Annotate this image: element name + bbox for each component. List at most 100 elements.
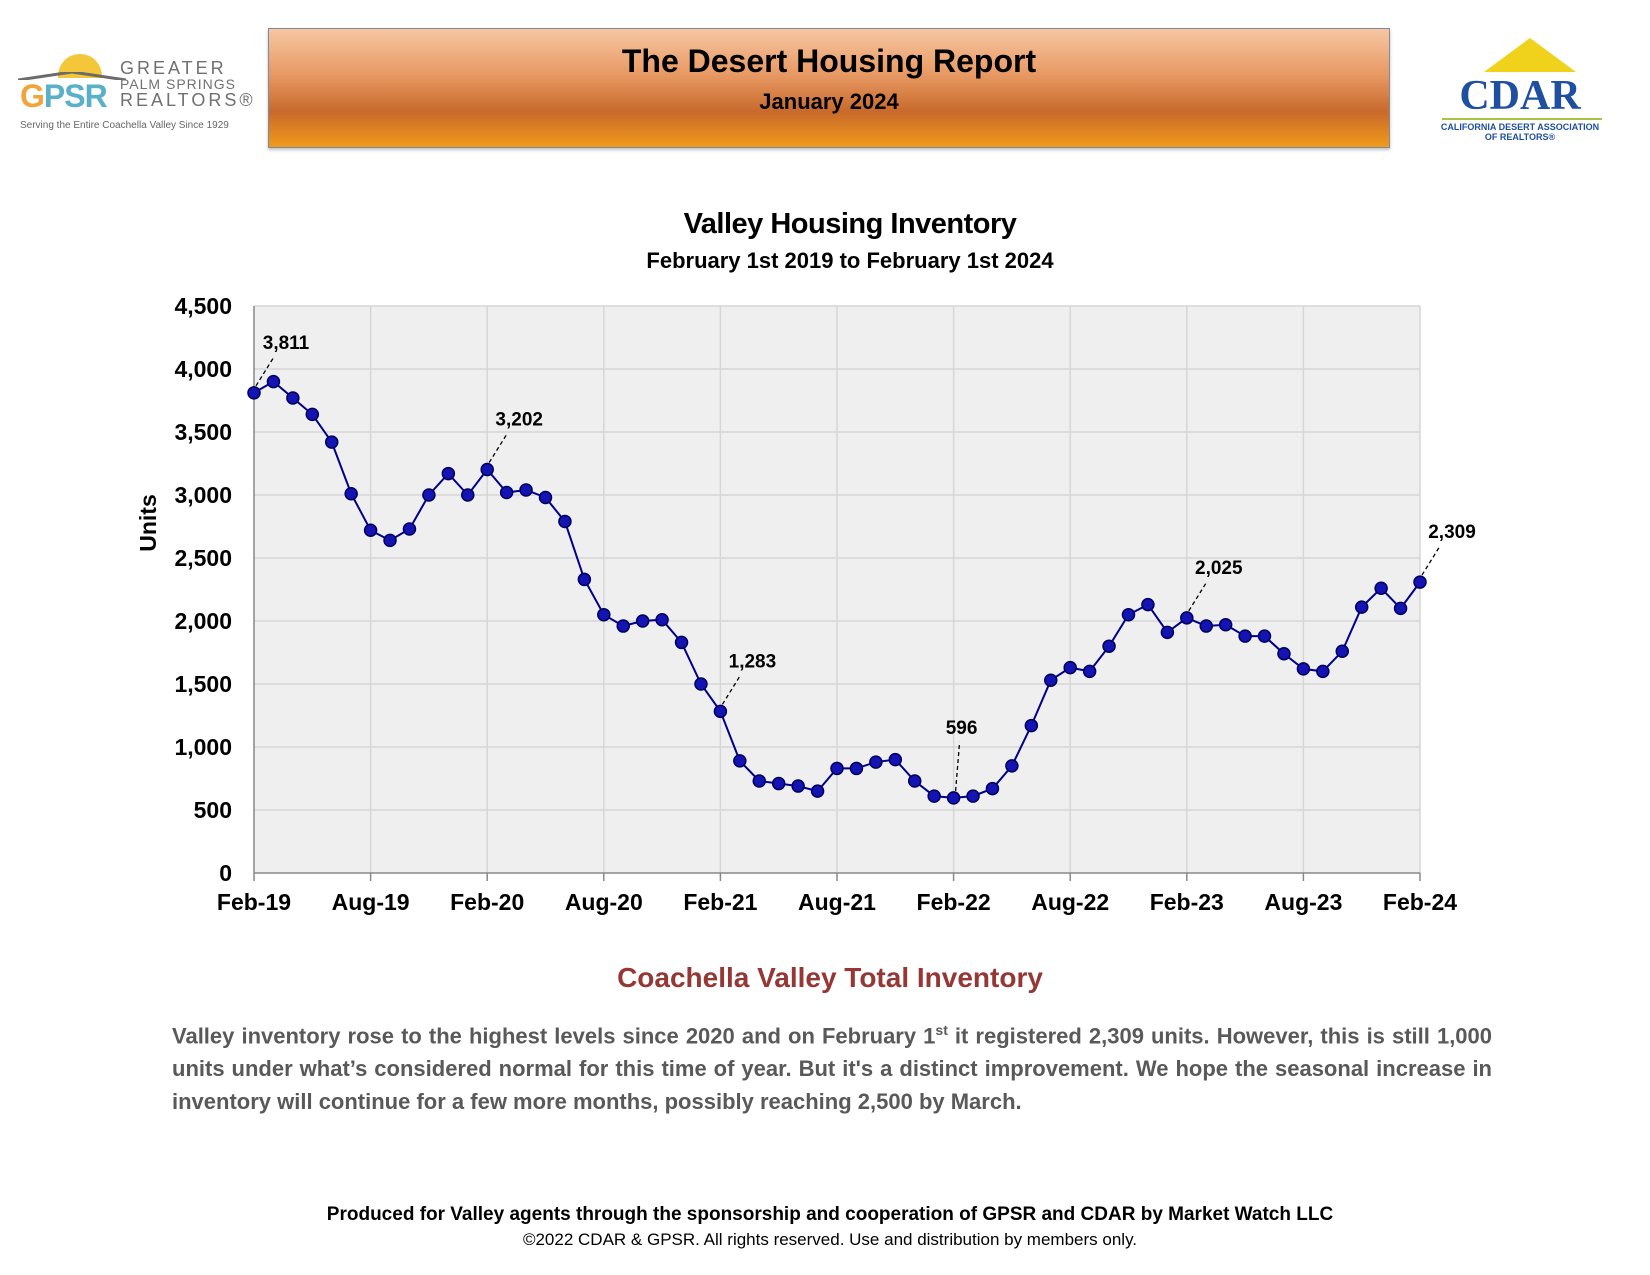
y-tick-label: 4,500 [174,293,232,319]
x-tick-label: Feb-20 [450,889,524,915]
data-point [247,386,261,400]
annotations: 3,811 3,202 1,283 596 2,025 2,309 [255,333,1476,791]
y-axis-label: Units [135,494,161,552]
annotation-label: 3,202 [495,410,543,431]
report-title: The Desert Housing Report [621,43,1037,79]
data-point [635,614,650,628]
data-point [1121,607,1136,622]
gpsr-tagline: Serving the Entire Coachella Valley Sinc… [20,120,229,131]
data-point [791,779,805,793]
data-point [1141,597,1155,612]
data-point [461,488,475,502]
annotation-leader [1421,545,1441,576]
data-point [985,781,1000,796]
y-tick-label: 3,500 [174,419,232,445]
annotation-leader [954,741,961,791]
data-point [733,754,747,768]
data-point [694,677,708,691]
annotation-label: 2,025 [1195,558,1243,579]
cdar-sub-line-2: OF REALTORS® [1484,132,1556,142]
data-point [830,761,844,776]
y-tick-label: 4,000 [174,356,232,382]
cdar-underline [1442,118,1602,120]
data-point [1160,625,1175,640]
data-point [1277,647,1291,661]
x-tick-label: Feb-24 [1383,889,1457,915]
y-tick-label: 2,500 [174,545,232,571]
cdar-subtitle: CALIFORNIA DESERT ASSOCIATION OF REALTOR… [1420,122,1620,142]
section-body: Valley inventory rose to the highest lev… [172,1022,1493,1115]
x-tick-label: Aug-21 [798,889,876,915]
chart-subtitle: February 1st 2019 to February 1st 2024 [646,248,1054,273]
data-point [1102,639,1116,653]
data-point [1005,759,1019,773]
y-tick-label: 2,000 [174,608,232,634]
data-point [616,619,630,633]
annotation-leader [1188,581,1208,612]
annotation-label: 1,283 [729,651,777,672]
house-roof-icon [1484,38,1576,72]
data-point [402,522,417,536]
gpsr-line-3: REALTORS® [120,90,256,110]
data-point [519,483,533,497]
annotation-label: 2,309 [1428,522,1476,543]
x-tick-labels: Feb-19 Aug-19 Feb-20 Aug-20 Feb-21 Aug-21 Feb-… [217,889,1457,915]
gpsr-line-2: PALM SPRINGS [120,76,236,92]
report-date: January 2024 [759,89,899,114]
y-tick-label: 3,000 [174,482,232,508]
roof-icon [18,72,126,80]
data-point [538,490,553,505]
annotation-leader [488,433,508,463]
data-point [1238,629,1252,643]
annotation-leader [721,674,741,705]
y-tick-labels: 0 500 1,000 1,500 2,000 2,500 3,000 3,500 4,000 4… [174,293,232,886]
data-point [713,704,728,719]
data-point [966,789,980,803]
x-tick-label: Feb-19 [217,889,291,915]
data-point [441,466,456,481]
data-point [363,523,378,538]
annotation-label: 596 [946,718,978,739]
data-point [1044,673,1058,687]
data-point [1335,644,1350,658]
data-point [1374,581,1388,595]
y-tick-label: 500 [194,797,232,823]
data-point [597,607,611,622]
data-point [344,486,358,501]
data-point [422,488,436,502]
data-point [888,752,903,767]
data-point [286,391,300,405]
gpsr-wordmark: GREATER PALM SPRINGS REALTORS® [120,58,256,110]
data-point [558,514,572,529]
data-point [1257,629,1272,643]
data-point [907,774,922,788]
report-banner: The Desert Housing Report January 2024 [268,28,1390,148]
data-point [869,755,883,769]
chart-title: Valley Housing Inventory [683,208,1017,240]
data-point [1413,575,1427,589]
y-tick-label: 1,500 [174,671,232,697]
data-points [247,374,1427,805]
x-tick-label: Aug-19 [332,889,410,915]
annotation-leader [255,356,275,387]
inventory-line-chart: 0 500 1,000 1,500 2,000 2,500 3,000 3,500 4,000 4… [135,293,1476,915]
y-tick-label: 1,000 [174,734,232,760]
data-point [752,774,767,788]
cdar-mark: CDAR [1459,73,1581,119]
data-point [266,374,281,389]
footer-sponsorship: Produced for Valley agents through the s… [326,1204,1334,1225]
section-title: Coachella Valley Total Inventory [617,962,1043,993]
data-point [1024,718,1039,733]
data-point [1199,619,1213,633]
data-point [771,776,786,791]
annotation-label: 3,811 [263,333,310,354]
data-point [927,789,941,803]
gpsr-line-1: GREATER [120,58,227,78]
x-tick-label: Aug-20 [565,889,643,915]
x-tick-label: Aug-22 [1031,889,1109,915]
data-point [305,407,320,422]
data-point [655,612,669,627]
data-point [810,784,825,798]
data-point [499,485,514,500]
data-point [577,572,592,587]
